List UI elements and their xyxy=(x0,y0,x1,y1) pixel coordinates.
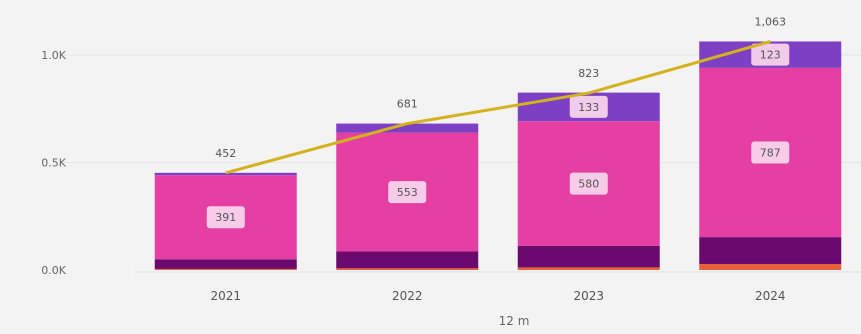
data-label-box xyxy=(569,95,608,118)
x-tick-label: 2021 xyxy=(210,289,241,303)
segment-labels: 391 553 580 133 787 123 xyxy=(206,43,790,229)
x-tick-label: 2023 xyxy=(573,289,604,303)
y-tick-label: 0.0K xyxy=(41,264,66,277)
x-axis: 12 m xyxy=(135,271,861,328)
x-tick-label: 2024 xyxy=(755,289,786,303)
total-label: 452 xyxy=(215,147,236,160)
data-label-box xyxy=(751,141,790,164)
data-label-box xyxy=(388,181,427,204)
y-tick-label: 0.5K xyxy=(41,157,66,170)
data-label: 133 xyxy=(578,101,599,114)
total-line xyxy=(225,40,771,175)
bar-segment xyxy=(154,268,297,270)
bar-segment xyxy=(517,245,660,268)
total-line-path xyxy=(225,40,771,175)
total-label: 823 xyxy=(578,67,599,80)
data-label: 553 xyxy=(397,186,418,199)
data-label-box xyxy=(206,206,245,229)
data-label-box xyxy=(751,43,790,66)
x-axis-title: 12 m xyxy=(499,314,530,328)
bar-segment xyxy=(336,251,479,269)
total-label: 681 xyxy=(397,98,418,111)
bars xyxy=(154,41,842,270)
bar-segment xyxy=(699,237,842,264)
bar-segment xyxy=(154,172,297,176)
data-label: 391 xyxy=(215,211,236,224)
bar-segment xyxy=(517,267,660,270)
x-axis-tick-labels: 2021 2022 2023 2024 xyxy=(210,289,785,303)
bar-segment xyxy=(154,259,297,269)
data-label: 123 xyxy=(760,49,781,62)
y-axis-tick-labels: 0.0K 0.5K 1.0K xyxy=(41,49,66,277)
bar-segment xyxy=(336,268,479,270)
total-label: 1,063 xyxy=(755,15,787,28)
data-label: 580 xyxy=(578,178,599,191)
x-tick-label: 2022 xyxy=(392,289,423,303)
y-tick-label: 1.0K xyxy=(41,49,66,62)
bar-segment xyxy=(336,123,479,133)
data-label-box xyxy=(569,172,608,195)
total-labels: 452 681 823 1,063 xyxy=(215,15,786,159)
data-label: 787 xyxy=(760,147,781,160)
bar-segment xyxy=(699,263,842,270)
